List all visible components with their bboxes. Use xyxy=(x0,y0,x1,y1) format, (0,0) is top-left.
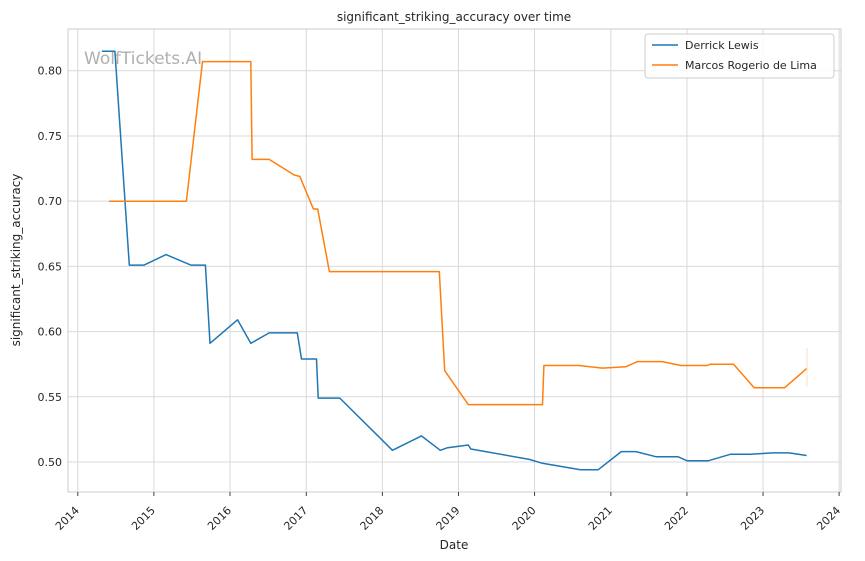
x-tick-label: 2021 xyxy=(586,504,615,533)
plot-area xyxy=(67,28,842,493)
x-tick-label: 2017 xyxy=(281,504,310,533)
series-line-derrick-lewis xyxy=(101,50,807,471)
series-line-marcos-rogerio-de-lima xyxy=(109,60,808,406)
x-axis-label: Date xyxy=(440,538,469,552)
x-tick-label: 2019 xyxy=(434,504,463,533)
legend-box xyxy=(644,33,835,79)
x-tick-label: 2024 xyxy=(814,504,843,533)
y-tick-label: 0.55 xyxy=(38,391,63,404)
y-ticks: 0.50 0.55 0.60 0.65 0.70 0.75 0.80 xyxy=(38,65,63,469)
x-tick-label: 2020 xyxy=(510,504,539,533)
y-axis-label: significant_striking_accuracy xyxy=(9,174,23,347)
y-tick-label: 0.65 xyxy=(38,260,63,273)
y-tick-label: 0.70 xyxy=(38,195,63,208)
y-tick-label: 0.60 xyxy=(38,326,63,339)
x-tick-label: 2018 xyxy=(357,504,386,533)
chart-title: significant_striking_accuracy over time xyxy=(337,10,571,24)
legend-label-marcos-rogerio-de-lima: Marcos Rogerio de Lima xyxy=(685,59,817,72)
x-tick-label: 2015 xyxy=(129,504,158,533)
series-lines xyxy=(101,50,808,471)
legend-label-derrick-lewis: Derrick Lewis xyxy=(685,39,759,52)
grid xyxy=(68,29,841,492)
x-tick-label: 2023 xyxy=(738,504,767,533)
x-tick-label: 2014 xyxy=(53,504,82,533)
y-tick-label: 0.75 xyxy=(38,130,63,143)
watermark: WolfTickets.AI xyxy=(84,49,202,69)
x-tick-label: 2022 xyxy=(662,504,691,533)
x-ticks: 2014 2015 2016 2017 2018 2019 2020 2021 2022 2023… xyxy=(53,492,843,533)
y-tick-label: 0.80 xyxy=(38,65,63,78)
y-tick-label: 0.50 xyxy=(38,456,63,469)
x-tick-label: 2016 xyxy=(205,504,234,533)
legend: Derrick Lewis Marcos Rogerio de Lima xyxy=(644,33,835,79)
